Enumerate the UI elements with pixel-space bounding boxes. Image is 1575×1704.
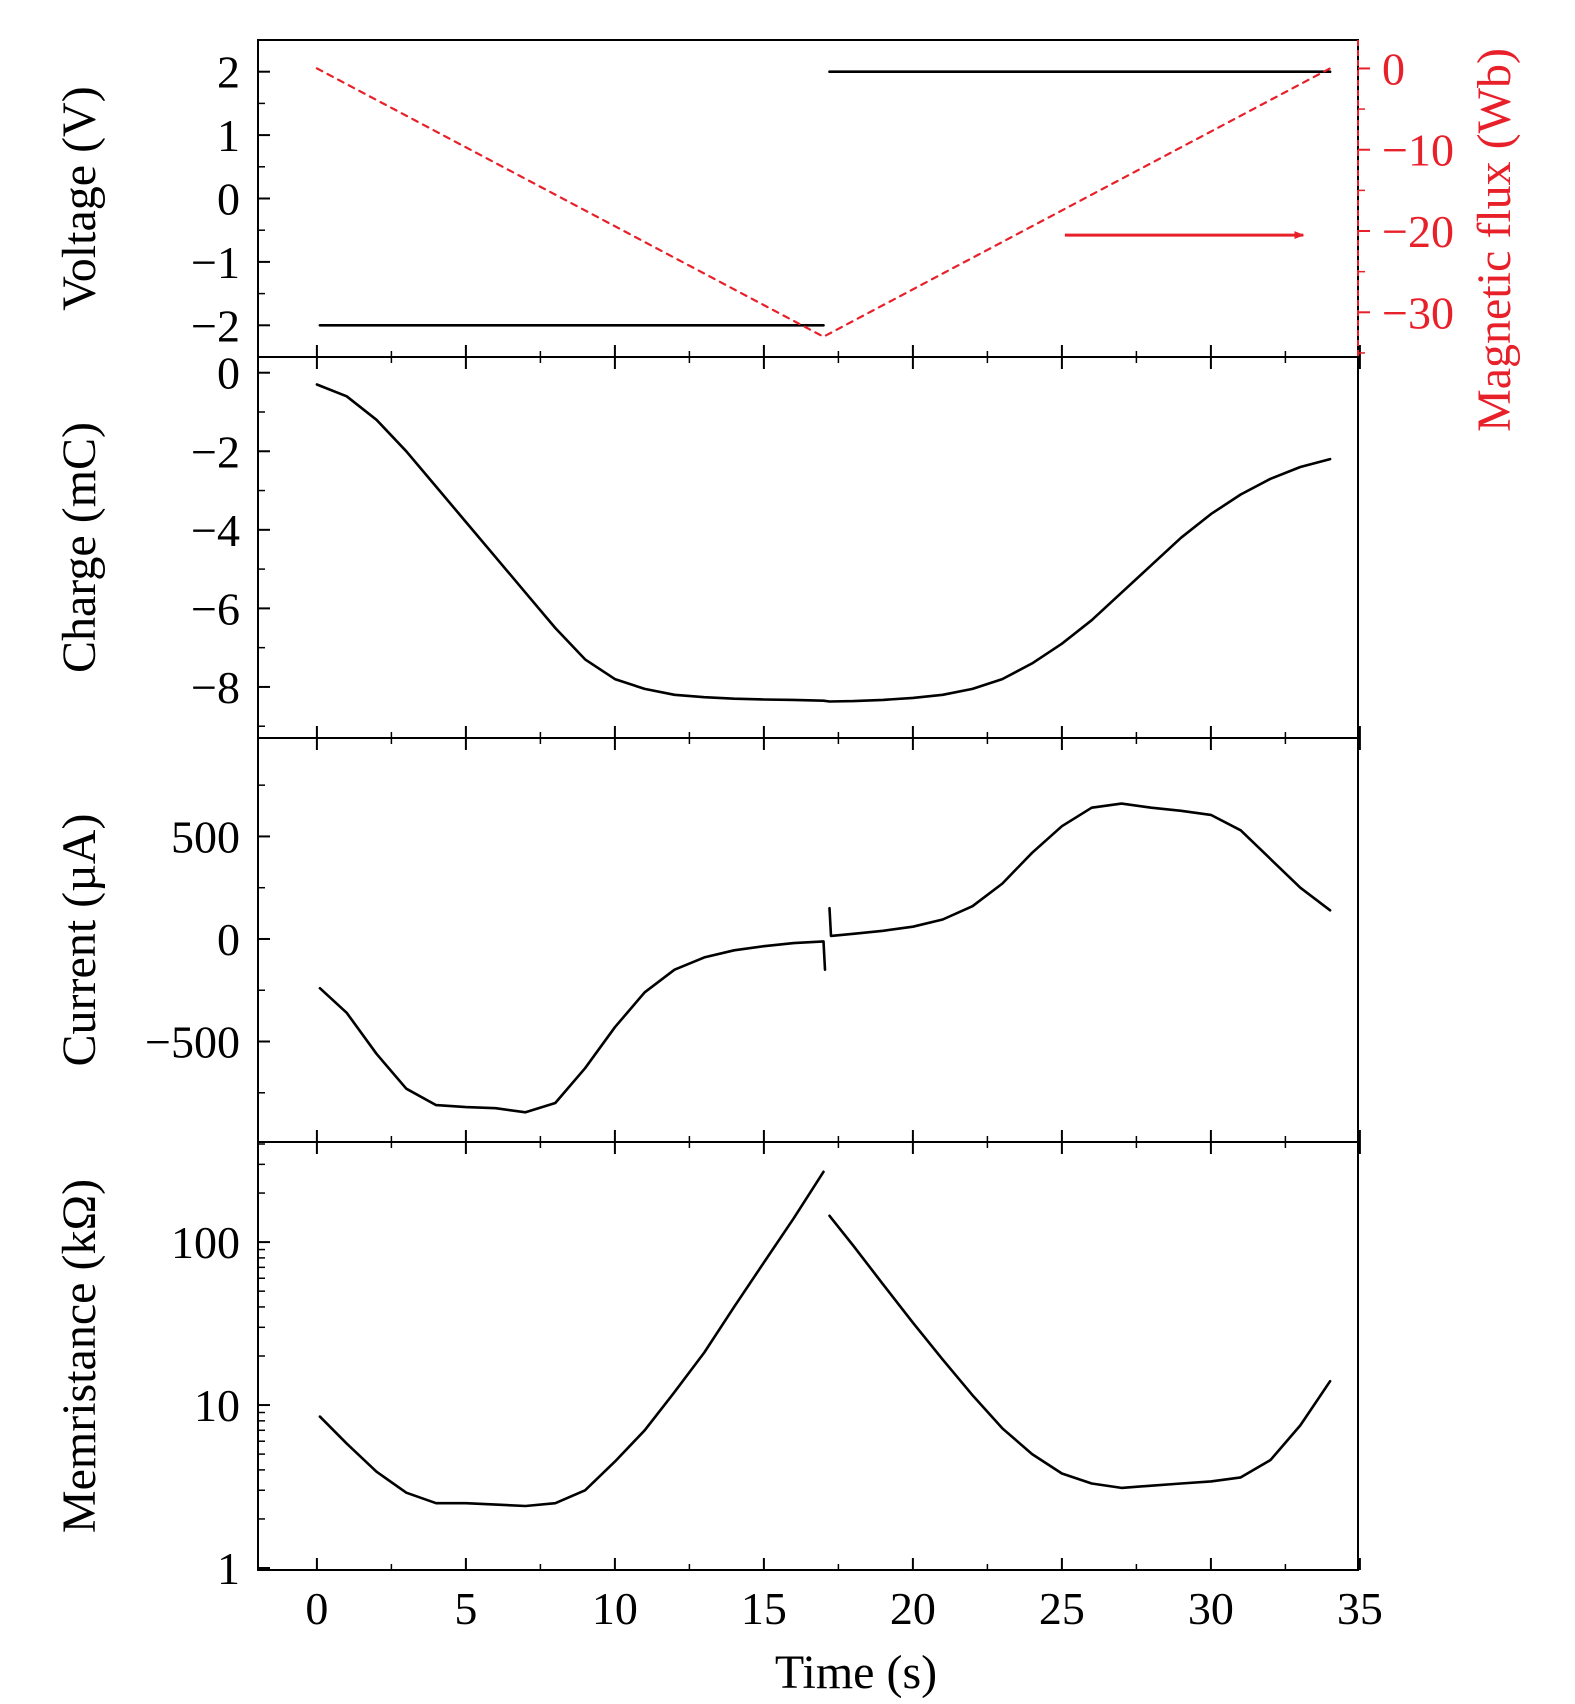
x-tick-label: 10 (592, 1583, 638, 1634)
y-tick-label: 1 (217, 110, 240, 161)
x-axis-title: Time (s) (775, 1646, 937, 1699)
y-axis-title-current: Current (µA) (53, 814, 106, 1067)
y-tick-label: 500 (171, 811, 240, 862)
panel-frame-voltage (257, 39, 1359, 358)
y2-axis-title: Magnetic flux (Wb) (1468, 48, 1521, 432)
y-tick-label: 2 (217, 47, 240, 98)
series-line-current-0 (318, 802, 1332, 1114)
x-tick-label: 30 (1188, 1583, 1234, 1634)
y-tick-label: −2 (191, 426, 240, 477)
x-tick-label: 25 (1039, 1583, 1085, 1634)
y-tick-label: −8 (191, 662, 240, 713)
y-tick-label: −2 (191, 300, 240, 351)
y-tick-label: −500 (145, 1017, 240, 1068)
x-tick-label: 15 (741, 1583, 787, 1634)
y-tick-label: −6 (191, 583, 240, 634)
y-axis-title-charge: Charge (mC) (53, 422, 106, 673)
x-tick-label: 20 (890, 1583, 936, 1634)
series-line-voltage-1 (315, 67, 1332, 338)
y-tick-label: −1 (191, 237, 240, 288)
y-tick-label: 0 (217, 914, 240, 965)
y-tick-label: 1 (217, 1543, 240, 1594)
series-line-memristance-0 (318, 1170, 1332, 1508)
x-tick-label: 35 (1337, 1583, 1383, 1634)
panel-frame-current (257, 737, 1359, 1143)
panel-frame-memristance (257, 1141, 1359, 1571)
x-tick-label: 5 (454, 1583, 477, 1634)
y2-tick-label: −10 (1382, 125, 1454, 176)
y-axis-title-memristance: Memristance (kΩ) (53, 1179, 106, 1533)
x-tick-label: 0 (305, 1583, 328, 1634)
y2-tick-label: −30 (1382, 287, 1454, 338)
y-tick-label: 0 (217, 348, 240, 399)
y2-tick-label: 0 (1382, 43, 1405, 94)
y2-tick-label: −20 (1382, 206, 1454, 257)
series-line-charge-0 (315, 383, 1332, 703)
series-line-voltage-0 (318, 70, 1332, 327)
y-tick-label: 10 (194, 1380, 240, 1431)
y-tick-label: −4 (191, 505, 240, 556)
y-tick-label: 0 (217, 174, 240, 225)
panel-frame-charge (257, 356, 1359, 739)
y-tick-label: 100 (171, 1217, 240, 1268)
y-axis-title-voltage: Voltage (V) (53, 86, 106, 310)
